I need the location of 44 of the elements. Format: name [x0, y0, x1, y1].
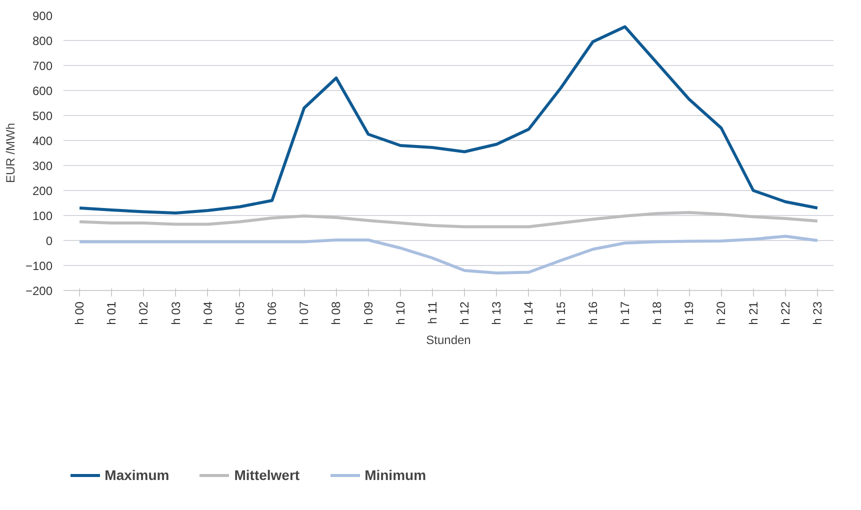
x-tick-label: h 02 — [136, 301, 151, 325]
x-tick-label: h 13 — [490, 301, 504, 325]
x-tick-label: h 12 — [458, 301, 472, 325]
x-tick-label: h 17 — [618, 301, 632, 325]
y-axis-title: EUR /MWh — [3, 123, 18, 183]
legend-label: Mittelwert — [234, 466, 300, 482]
y-tick-label: 500 — [32, 109, 53, 123]
legend-label: Minimum — [364, 466, 426, 482]
y-tick-label: 900 — [32, 9, 53, 23]
y-tick-label: −200 — [25, 284, 53, 298]
x-tick-label: h 01 — [104, 301, 119, 325]
y-tick-label: 100 — [32, 209, 53, 223]
x-tick-label: h 20 — [714, 301, 728, 325]
x-tick-label: h 09 — [361, 301, 376, 325]
x-tick-label: h 14 — [522, 301, 536, 325]
y-tick-label: 800 — [32, 34, 53, 48]
line-series — [78, 25, 819, 214]
y-tick-label: 200 — [32, 184, 53, 198]
y-tick-label: 700 — [32, 59, 53, 73]
x-tick-label: h 18 — [650, 301, 664, 325]
line-series — [78, 234, 819, 274]
line-series — [78, 211, 819, 228]
x-tick-label: h 19 — [682, 301, 696, 325]
y-tick-label: 0 — [46, 234, 53, 248]
x-tick-label: h 06 — [265, 301, 280, 325]
y-tick-label: 300 — [32, 159, 53, 173]
x-tick-label: h 05 — [232, 301, 247, 325]
y-tick-label: 600 — [32, 84, 53, 98]
x-tick-label: h 04 — [200, 301, 215, 325]
x-tick-label: h 23 — [810, 301, 824, 325]
legend-label: Maximum — [104, 466, 170, 482]
x-tick-label: h 21 — [746, 301, 760, 325]
x-tick-label: h 10 — [393, 301, 408, 325]
x-tick-label: h 00 — [72, 301, 87, 325]
y-tick-label: 400 — [32, 134, 53, 148]
x-tick-label: h 11 — [425, 301, 440, 324]
y-tick-label: −100 — [25, 259, 53, 273]
x-tick-label: h 15 — [554, 301, 568, 325]
x-tick-label: h 03 — [168, 301, 183, 325]
x-tick-label: h 16 — [586, 301, 600, 325]
x-tick-label: h 22 — [778, 301, 792, 325]
x-tick-label: h 08 — [329, 301, 344, 325]
x-tick-label: h 07 — [297, 301, 312, 325]
x-axis-title: Stunden — [426, 332, 471, 347]
